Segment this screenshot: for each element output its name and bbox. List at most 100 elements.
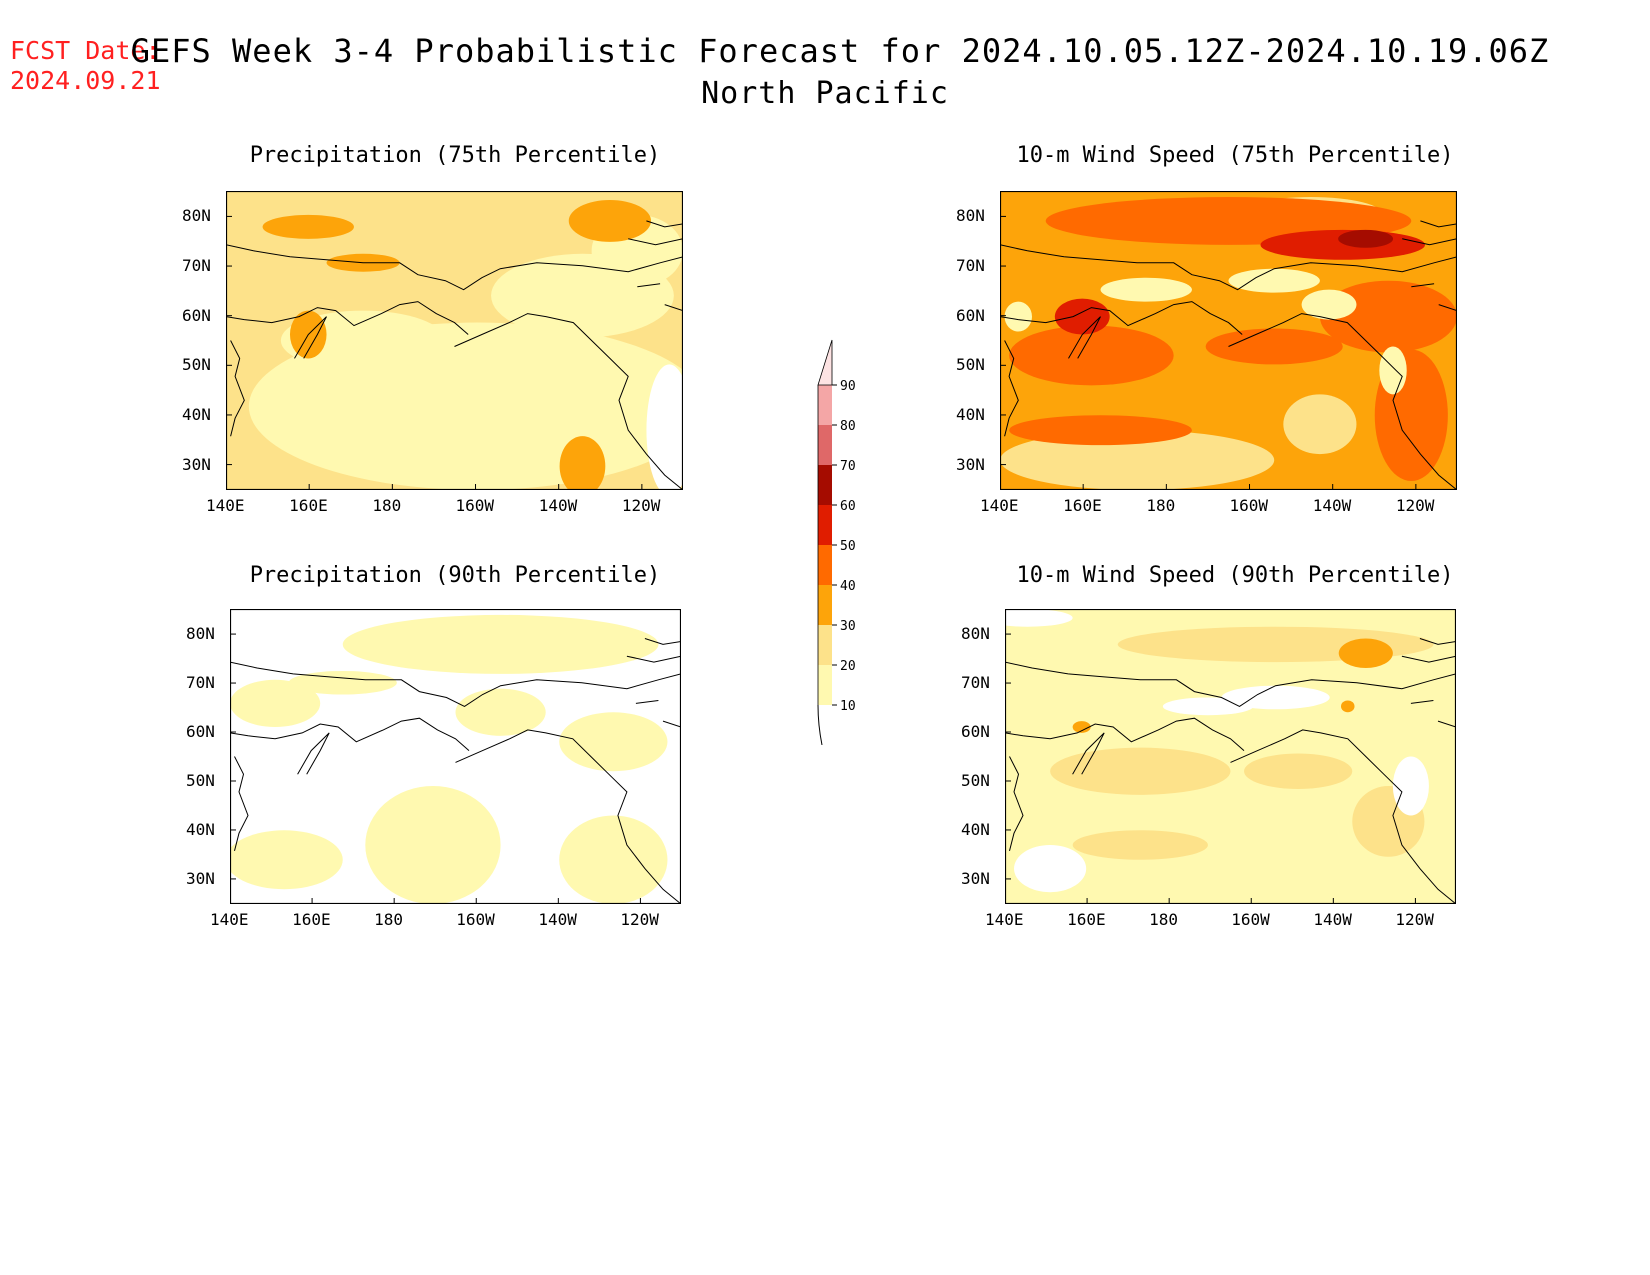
fcst-date-block: FCST Date: 2024.09.21 — [10, 36, 161, 96]
coastline — [637, 283, 661, 288]
shaded-area — [1392, 756, 1429, 816]
shaded-area — [230, 830, 343, 890]
lat-tick-label: 50N — [956, 355, 985, 375]
colorbar-label: 70 — [840, 459, 856, 474]
shaded-area — [230, 679, 321, 727]
shaded-area — [1009, 325, 1174, 386]
shaded-area — [1100, 277, 1192, 302]
lat-tick-label: 40N — [956, 404, 985, 424]
map-frame — [1000, 191, 1457, 490]
shaded-area — [1009, 415, 1192, 446]
lon-tick-label: 120W — [1395, 910, 1434, 929]
map-precip-75 — [226, 191, 683, 490]
map-frame — [1005, 609, 1456, 904]
coastline — [1230, 729, 1456, 904]
coastline — [226, 301, 469, 335]
lon-tick-label: 160E — [1063, 496, 1102, 515]
colorbar-label: 20 — [840, 659, 856, 674]
shaded-area — [288, 670, 397, 695]
colorbar-label: 10 — [840, 699, 856, 714]
coastline — [234, 756, 249, 852]
colorbar-label: 30 — [840, 619, 856, 634]
coastline — [628, 238, 683, 246]
coastline — [1419, 638, 1456, 645]
fcst-date-label: FCST Date: — [10, 36, 161, 65]
lon-tick-label: 140W — [538, 910, 577, 929]
coastline — [230, 717, 470, 751]
shaded-area — [1244, 753, 1353, 789]
shaded-area — [1338, 638, 1393, 668]
shaded-area — [1319, 280, 1457, 353]
shaded-area — [1005, 609, 1073, 627]
lon-tick-label: 160W — [1231, 910, 1270, 929]
lat-tick-label: 50N — [961, 770, 990, 790]
lat-tick-label: 50N — [186, 770, 215, 790]
coastline — [1410, 700, 1434, 704]
colorbar-box — [818, 585, 832, 625]
shaded-area — [1050, 747, 1231, 795]
shaded-area — [1301, 289, 1357, 320]
shaded-area — [1228, 268, 1320, 293]
shaded-area — [1000, 430, 1275, 490]
coastline — [1072, 732, 1105, 775]
panel-title-precip-75: Precipitation (75th Percentile) — [249, 143, 661, 168]
coastline — [1000, 301, 1243, 335]
shaded-area — [1340, 700, 1355, 713]
lat-tick-label: 30N — [961, 868, 990, 888]
colorbar-box — [818, 465, 832, 505]
colorbar-label: 80 — [840, 419, 856, 434]
colorbar-box — [818, 385, 832, 425]
coastline — [297, 732, 330, 775]
lat-tick-label: 40N — [182, 404, 211, 424]
coastline — [662, 720, 681, 728]
colorbar-label: 90 — [840, 379, 856, 394]
coastline — [1005, 717, 1245, 751]
coastline — [644, 638, 681, 645]
coastline — [230, 340, 245, 437]
colorbar-box — [818, 625, 832, 665]
lat-tick-label: 80N — [182, 206, 211, 226]
lat-tick-label: 80N — [961, 624, 990, 644]
coastline — [454, 313, 683, 490]
colorbar-bottom-curve — [817, 704, 823, 745]
shaded-area — [559, 815, 668, 904]
lat-tick-label: 70N — [961, 673, 990, 693]
colorbar-box — [818, 425, 832, 465]
shaded-area — [1072, 830, 1208, 860]
coastline — [646, 220, 683, 228]
lat-tick-label: 30N — [956, 454, 985, 474]
shaded-area — [1283, 394, 1357, 455]
panel-title-precip-90: Precipitation (90th Percentile) — [249, 563, 661, 588]
lat-tick-label: 40N — [186, 819, 215, 839]
shaded-area — [1072, 721, 1091, 733]
region-subtitle: North Pacific — [701, 76, 949, 111]
coastline — [1000, 244, 1457, 291]
shaded-area — [646, 364, 683, 490]
lon-tick-label: 160W — [456, 910, 495, 929]
lon-tick-label: 140E — [980, 496, 1019, 515]
coastline — [230, 661, 681, 707]
map-wind-75 — [1000, 191, 1457, 490]
coastline — [1420, 220, 1457, 228]
lon-tick-label: 160E — [1067, 910, 1106, 929]
lat-tick-label: 80N — [956, 206, 985, 226]
lon-tick-label: 180 — [374, 910, 404, 929]
fcst-date-value: 2024.09.21 — [10, 66, 161, 95]
coastline — [1437, 720, 1456, 728]
coastline — [1004, 340, 1019, 437]
lat-tick-label: 60N — [182, 305, 211, 325]
colorbar: 90 80 70 60 50 40 30 20 10 — [817, 339, 856, 745]
colorbar-box — [818, 545, 832, 585]
lon-tick-label: 140E — [985, 910, 1024, 929]
lon-tick-label: 140E — [210, 910, 249, 929]
lat-tick-label: 70N — [186, 673, 215, 693]
map-frame — [230, 609, 681, 904]
lat-tick-label: 30N — [182, 454, 211, 474]
coastline — [1401, 655, 1456, 663]
shaded-area — [1014, 845, 1087, 893]
shaded-area — [1379, 346, 1407, 395]
lat-tick-label: 70N — [182, 256, 211, 276]
lon-tick-label: 140W — [1313, 910, 1352, 929]
colorbar-top-triangle — [817, 339, 833, 386]
lat-tick-label: 70N — [956, 256, 985, 276]
